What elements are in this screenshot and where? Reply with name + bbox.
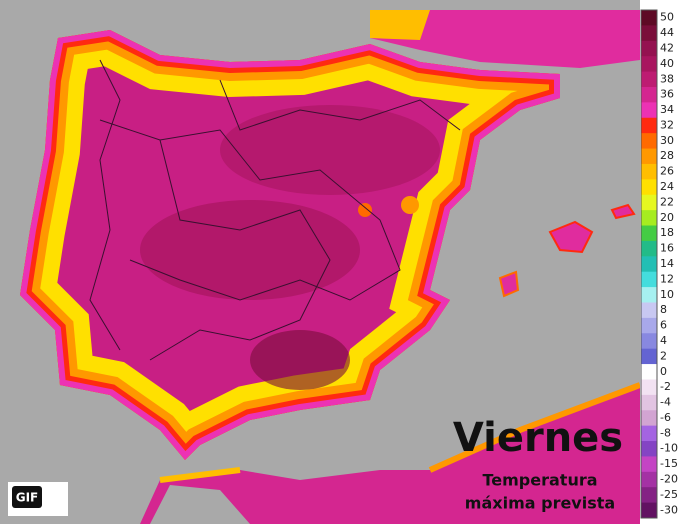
legend-label: -10 — [660, 442, 678, 455]
legend-label: 36 — [660, 88, 674, 101]
legend-swatch — [641, 25, 657, 42]
legend-label: 30 — [660, 134, 674, 147]
legend-label: 22 — [660, 195, 674, 208]
legend-swatch — [641, 86, 657, 103]
legend-label: 6 — [660, 319, 667, 332]
subtitle: Temperatura — [482, 471, 597, 490]
legend-label: -30 — [660, 503, 678, 516]
legend-swatch — [641, 394, 657, 411]
legend-swatch — [641, 271, 657, 288]
legend-label: -6 — [660, 411, 671, 424]
subtitle: máxima prevista — [465, 494, 615, 513]
legend-label: 40 — [660, 57, 674, 70]
legend-label: 28 — [660, 149, 674, 162]
legend-swatch — [641, 333, 657, 350]
legend-label: 24 — [660, 180, 674, 193]
mallorca — [548, 220, 594, 254]
legend-swatch — [641, 317, 657, 334]
legend-swatch — [641, 410, 657, 427]
legend-swatch — [641, 179, 657, 196]
legend-swatch — [641, 117, 657, 134]
legend-swatch — [641, 40, 657, 57]
legend-label: -20 — [660, 473, 678, 486]
legend-swatch — [641, 487, 657, 504]
legend-label: -8 — [660, 426, 671, 439]
legend-swatch — [641, 502, 657, 519]
legend-swatch — [641, 225, 657, 242]
legend-label: 2 — [660, 349, 667, 362]
legend-swatch — [641, 425, 657, 442]
legend-label: 34 — [660, 103, 674, 116]
legend-swatch — [641, 256, 657, 273]
legend-label: 26 — [660, 165, 674, 178]
legend-swatch — [641, 148, 657, 165]
legend-label: 4 — [660, 334, 667, 347]
legend-label: 50 — [660, 11, 674, 24]
legend-swatch — [641, 71, 657, 88]
legend-swatch — [641, 10, 657, 26]
france-coast — [370, 10, 430, 40]
legend-swatch — [641, 471, 657, 488]
logo-badge — [12, 486, 42, 508]
legend-label: 8 — [660, 303, 667, 316]
legend-label: 42 — [660, 41, 674, 54]
legend-swatch — [641, 302, 657, 319]
legend-label: 44 — [660, 26, 674, 39]
day-title: Viernes — [453, 415, 623, 461]
legend-swatch — [641, 348, 657, 365]
legend-swatch — [641, 456, 657, 473]
iberia — [20, 30, 560, 460]
africa — [140, 385, 640, 524]
legend-frame — [640, 9, 658, 519]
france — [370, 10, 640, 68]
legend-swatch — [641, 56, 657, 73]
legend-label: -15 — [660, 457, 678, 470]
africa-coast — [428, 382, 642, 473]
legend-swatch — [641, 379, 657, 396]
legend-swatch — [641, 364, 657, 380]
africa-coast — [159, 467, 241, 483]
legend-label: 18 — [660, 226, 674, 239]
legend-swatch — [641, 163, 657, 180]
legend-label: 38 — [660, 72, 674, 85]
legend-label: 14 — [660, 257, 674, 270]
legend-label: 20 — [660, 211, 674, 224]
legend-label: -25 — [660, 488, 678, 501]
legend-label: 32 — [660, 118, 674, 131]
legend-swatch — [641, 287, 657, 303]
legend-swatch — [641, 133, 657, 150]
legend-label: 16 — [660, 242, 674, 255]
ibiza — [498, 270, 520, 298]
menorca — [610, 203, 636, 220]
legend-label: -4 — [660, 396, 671, 409]
legend-swatch — [641, 240, 657, 257]
logo: GIF — [16, 491, 39, 505]
legend-swatch — [641, 194, 657, 211]
legend-swatch — [641, 210, 657, 227]
legend-swatch — [641, 441, 657, 457]
legend-label: 12 — [660, 272, 674, 285]
legend-label: -2 — [660, 380, 671, 393]
legend-swatch — [641, 102, 657, 119]
legend-label: 10 — [660, 288, 674, 301]
legend-label: 0 — [660, 365, 667, 378]
